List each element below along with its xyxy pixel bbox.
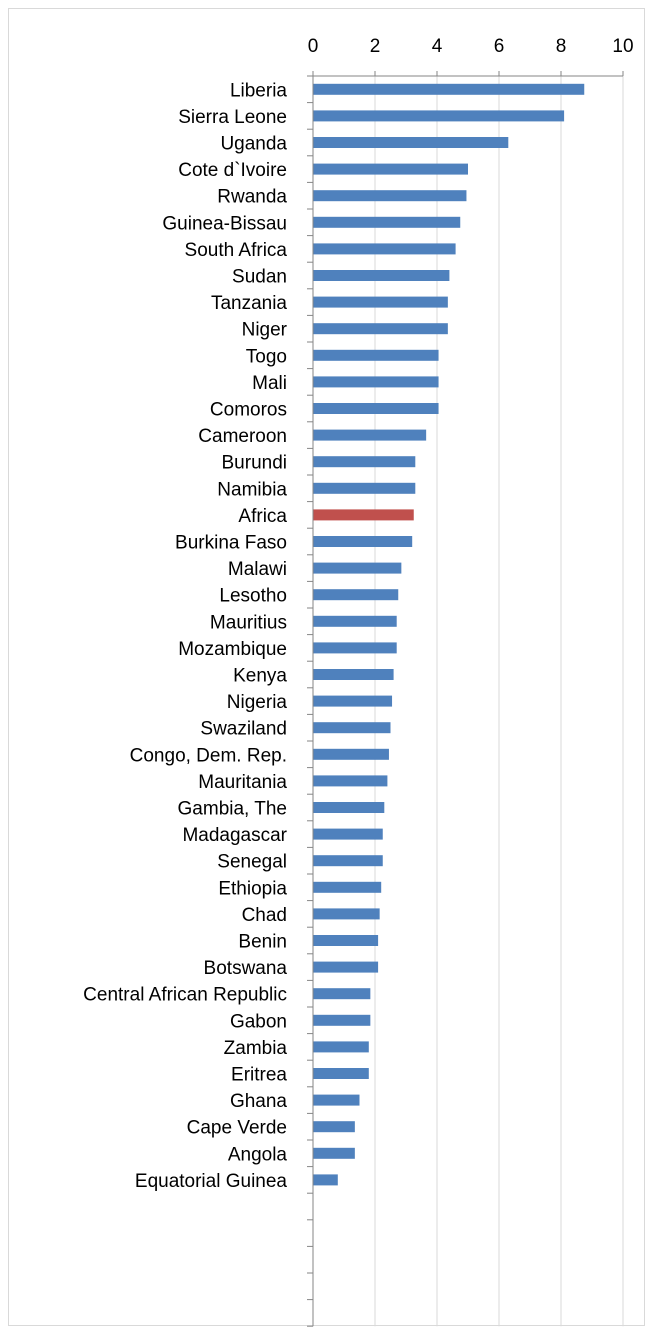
- bar: [313, 961, 379, 973]
- category-label: Sierra Leone: [178, 107, 287, 128]
- category-label: Ethiopia: [218, 878, 287, 899]
- bar: [313, 562, 402, 574]
- category-label: Liberia: [230, 80, 287, 101]
- bar: [313, 935, 379, 946]
- bars: [313, 83, 585, 1186]
- category-label: Nigeria: [227, 692, 288, 713]
- bar: [313, 1147, 355, 1159]
- category-label: Angola: [228, 1144, 288, 1165]
- category-label: Mali: [252, 373, 287, 394]
- category-label: Guinea-Bissau: [162, 213, 287, 234]
- bar: [313, 1121, 355, 1133]
- bar: [313, 615, 397, 627]
- bar: [313, 908, 380, 920]
- category-label: South Africa: [185, 240, 288, 261]
- category-label: Chad: [242, 905, 287, 926]
- gridlines: [374, 76, 624, 1327]
- category-label: Senegal: [217, 852, 287, 873]
- bar: [313, 190, 467, 202]
- category-label: Equatorial Guinea: [135, 1171, 288, 1192]
- category-label: Niger: [242, 320, 288, 341]
- x-tick-label: 2: [370, 36, 381, 57]
- x-tick-label: 4: [432, 36, 443, 57]
- bar: [313, 722, 391, 734]
- x-tick-label: 10: [612, 36, 633, 57]
- category-label: Cape Verde: [187, 1118, 287, 1139]
- category-label: Rwanda: [217, 187, 287, 208]
- category-label: Comoros: [210, 400, 287, 421]
- category-label: Congo, Dem. Rep.: [130, 745, 287, 766]
- bar: [313, 802, 385, 813]
- bar: [313, 828, 383, 840]
- bar: [313, 110, 565, 122]
- bar: [313, 1174, 338, 1186]
- category-label: Tanzania: [211, 293, 287, 314]
- category-label: Uganda: [220, 134, 287, 155]
- bar: [313, 669, 394, 680]
- bar: [313, 536, 413, 547]
- category-label: Ghana: [230, 1091, 287, 1112]
- bar: [313, 855, 383, 867]
- bar: [313, 456, 416, 468]
- category-label: Gambia, The: [178, 799, 287, 820]
- bar: [313, 163, 468, 175]
- bar: [313, 642, 397, 654]
- category-label: Madagascar: [182, 825, 287, 846]
- bar: [313, 1094, 360, 1106]
- bar: [313, 349, 439, 361]
- category-label: Cote d`Ivoire: [178, 160, 287, 181]
- category-label: Mauritius: [210, 612, 287, 633]
- category-label: Togo: [246, 346, 287, 367]
- x-tick-labels: 0 2 4 6 8 10: [308, 36, 634, 57]
- category-label: Swaziland: [200, 719, 287, 740]
- x-tick-label: 0: [308, 36, 319, 57]
- bar: [313, 1014, 371, 1026]
- x-tick-label: 8: [556, 36, 567, 57]
- bar: [313, 376, 439, 388]
- bar-highlight: [313, 509, 414, 521]
- category-label: Malawi: [228, 559, 287, 580]
- category-label: Benin: [238, 932, 287, 953]
- axes: [307, 71, 624, 1327]
- bar: [313, 323, 448, 335]
- bar: [313, 296, 448, 308]
- bar: [313, 988, 371, 1000]
- category-label: Mauritania: [198, 772, 287, 793]
- bar: [313, 216, 461, 228]
- x-tick-label: 6: [494, 36, 505, 57]
- category-label: Eritrea: [231, 1065, 287, 1086]
- bar: [313, 403, 439, 414]
- bar: [313, 881, 382, 893]
- category-label: Namibia: [217, 479, 287, 500]
- bar: [313, 695, 393, 707]
- category-label: Gabon: [230, 1011, 287, 1032]
- category-label: Zambia: [224, 1038, 288, 1059]
- bar: [313, 83, 585, 95]
- bar: [313, 1041, 369, 1053]
- category-label: Botswana: [204, 958, 288, 979]
- bar: [313, 775, 388, 787]
- bar: [313, 270, 450, 281]
- category-label: Lesotho: [219, 586, 287, 607]
- bar: [313, 243, 456, 255]
- bar: [313, 748, 389, 760]
- bar: [313, 429, 427, 441]
- category-label: Cameroon: [198, 426, 287, 447]
- bar: [313, 1068, 369, 1079]
- category-label: Kenya: [233, 666, 287, 687]
- bar: [313, 589, 399, 601]
- bar: [313, 137, 509, 148]
- bar: [313, 482, 416, 494]
- category-label: Mozambique: [178, 639, 287, 660]
- category-label: Burkina Faso: [175, 533, 287, 554]
- category-label: Burundi: [222, 453, 288, 474]
- category-label: Central African Republic: [83, 985, 287, 1006]
- category-label: Sudan: [232, 267, 287, 288]
- category-labels: Liberia Sierra Leone Uganda Cote d`Ivoire Rw…: [83, 80, 287, 1192]
- category-label: Africa: [238, 506, 287, 527]
